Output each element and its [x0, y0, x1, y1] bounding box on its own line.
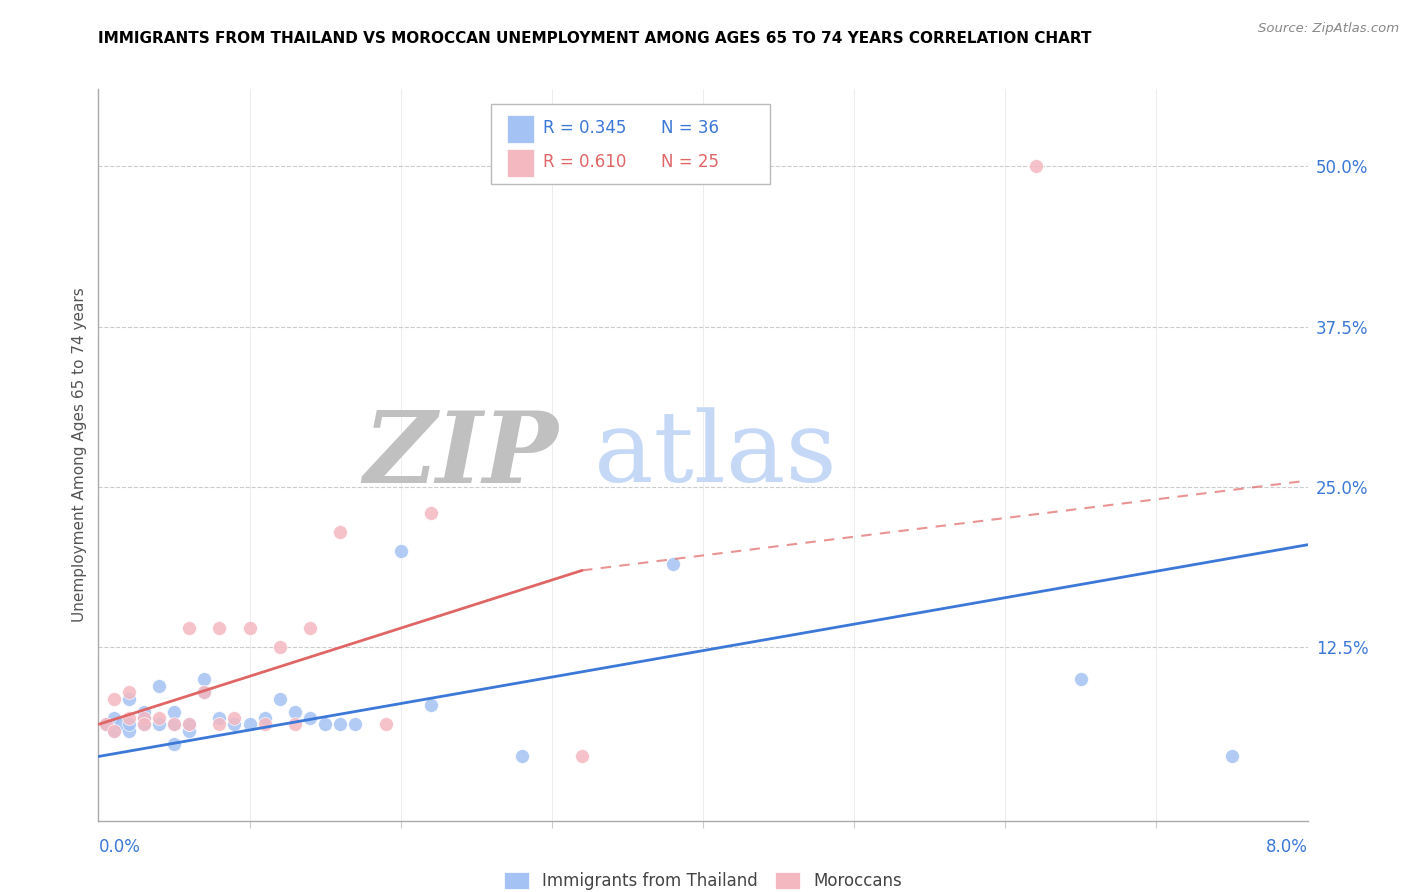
Point — [224, 717, 246, 731]
Point — [389, 544, 412, 558]
Point — [110, 717, 132, 731]
Point — [208, 711, 231, 725]
Point — [163, 717, 186, 731]
Point — [118, 691, 141, 706]
Point — [208, 717, 231, 731]
Legend: Immigrants from Thailand, Moroccans: Immigrants from Thailand, Moroccans — [498, 865, 908, 892]
Point — [193, 685, 215, 699]
Point — [224, 711, 246, 725]
Point — [103, 711, 125, 725]
Point — [1220, 749, 1243, 764]
Text: Source: ZipAtlas.com: Source: ZipAtlas.com — [1258, 22, 1399, 36]
Text: 8.0%: 8.0% — [1265, 838, 1308, 855]
Point — [163, 737, 186, 751]
FancyBboxPatch shape — [508, 149, 534, 177]
Point — [1070, 673, 1092, 687]
Point — [148, 679, 170, 693]
Point — [314, 717, 336, 731]
Point — [103, 723, 125, 738]
Point — [208, 621, 231, 635]
Text: R = 0.345: R = 0.345 — [543, 119, 627, 137]
Point — [344, 717, 367, 731]
Point — [94, 717, 117, 731]
Point — [118, 723, 141, 738]
Text: R = 0.610: R = 0.610 — [543, 153, 627, 171]
Text: atlas: atlas — [595, 407, 837, 503]
Point — [253, 717, 276, 731]
Point — [284, 705, 307, 719]
Point — [374, 717, 396, 731]
Point — [103, 723, 125, 738]
Point — [132, 711, 155, 725]
Point — [163, 717, 186, 731]
Point — [148, 711, 170, 725]
Point — [253, 711, 276, 725]
Point — [179, 723, 201, 738]
Point — [118, 711, 141, 725]
FancyBboxPatch shape — [508, 115, 534, 143]
Point — [239, 621, 262, 635]
Point — [299, 711, 322, 725]
Point — [510, 749, 533, 764]
Point — [163, 705, 186, 719]
Point — [419, 698, 441, 713]
Point — [419, 506, 441, 520]
Point — [571, 749, 593, 764]
Point — [329, 524, 352, 539]
Point — [132, 717, 155, 731]
Text: IMMIGRANTS FROM THAILAND VS MOROCCAN UNEMPLOYMENT AMONG AGES 65 TO 74 YEARS CORR: IMMIGRANTS FROM THAILAND VS MOROCCAN UNE… — [98, 31, 1092, 46]
Text: N = 36: N = 36 — [661, 119, 718, 137]
Text: N = 25: N = 25 — [661, 153, 718, 171]
Point — [329, 717, 352, 731]
Point — [269, 691, 291, 706]
Point — [132, 717, 155, 731]
Y-axis label: Unemployment Among Ages 65 to 74 years: Unemployment Among Ages 65 to 74 years — [72, 287, 87, 623]
Point — [239, 717, 262, 731]
Point — [132, 705, 155, 719]
Point — [179, 717, 201, 731]
Text: ZIP: ZIP — [363, 407, 558, 503]
Point — [179, 621, 201, 635]
Point — [118, 717, 141, 731]
Point — [132, 711, 155, 725]
Point — [1024, 159, 1046, 173]
Point — [284, 717, 307, 731]
Point — [148, 717, 170, 731]
Point — [269, 640, 291, 655]
Text: 0.0%: 0.0% — [98, 838, 141, 855]
Point — [94, 717, 117, 731]
Point — [179, 717, 201, 731]
Point — [103, 691, 125, 706]
Point — [193, 685, 215, 699]
Point — [193, 673, 215, 687]
Point — [299, 621, 322, 635]
Point — [118, 685, 141, 699]
Point — [661, 557, 683, 571]
FancyBboxPatch shape — [492, 103, 769, 185]
Point — [132, 717, 155, 731]
